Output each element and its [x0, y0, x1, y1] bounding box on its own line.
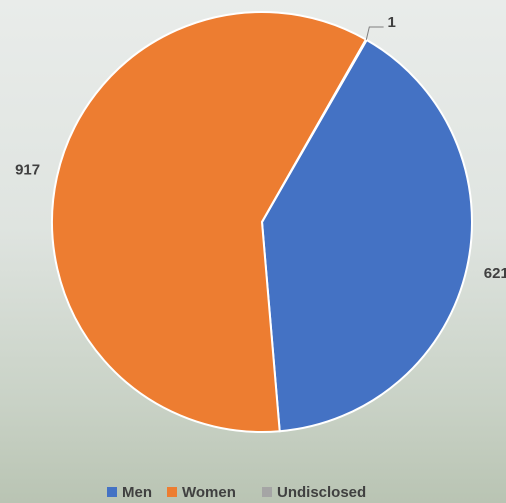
- legend-swatch: [262, 487, 272, 497]
- data-label: 621: [484, 265, 506, 282]
- pie-slice: [51, 11, 368, 433]
- legend-swatch: [107, 487, 117, 497]
- data-label: 917: [15, 161, 40, 178]
- leader-line: [365, 26, 384, 40]
- legend-label: Undisclosed: [277, 484, 366, 501]
- legend-label: Women: [182, 484, 236, 501]
- data-label: 1: [387, 14, 395, 31]
- pie-slice: [260, 38, 473, 433]
- legend-swatch: [167, 487, 177, 497]
- legend-label: Men: [122, 484, 152, 501]
